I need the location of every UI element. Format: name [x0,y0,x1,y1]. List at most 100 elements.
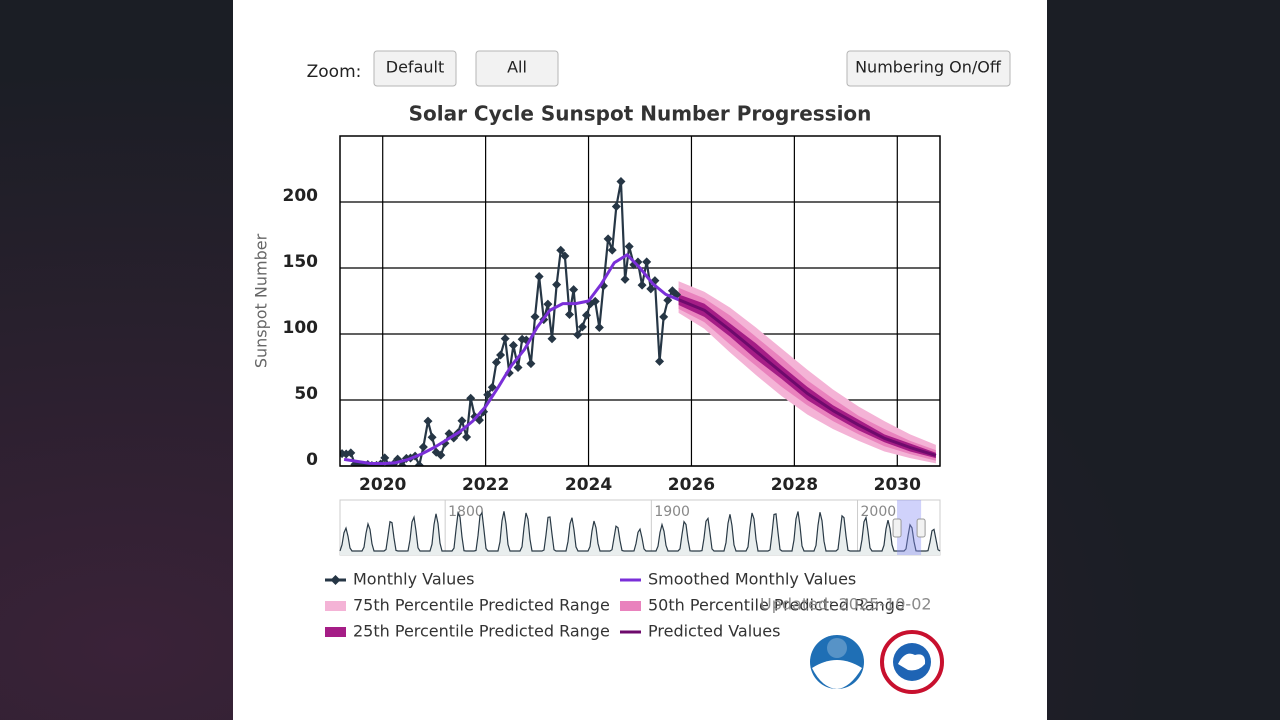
data-point [487,382,497,392]
legend-item[interactable]: Predicted Values [620,622,780,641]
legend-item[interactable]: 25th Percentile Predicted Range [325,622,610,641]
legend-swatch [620,601,641,611]
data-point [573,330,583,340]
button-label[interactable]: All [507,58,527,77]
series-line [343,253,680,466]
data-point [637,280,647,290]
series-layer [340,177,937,466]
data-point [346,448,356,458]
navigator-line [339,511,941,552]
x-tick-label: 2028 [771,475,818,495]
navigator-tick-label: 1900 [654,504,690,520]
data-point [655,356,665,366]
nws-logo [880,630,944,694]
data-point [423,416,433,426]
x-tick-label: 2030 [874,475,921,495]
x-tick-label: 2022 [462,475,509,495]
data-point [642,257,652,267]
data-point [620,274,630,284]
data-point [496,350,506,360]
data-point [534,271,544,281]
data-point [414,460,424,466]
data-point [457,416,467,426]
data-point [513,363,523,373]
data-point [569,285,579,295]
legend-item[interactable]: Monthly Values [325,570,474,589]
legend-swatch [325,627,346,637]
button[interactable]: Default [373,50,457,87]
data-point [418,442,428,452]
data-point [552,280,562,290]
plot-frame [339,135,941,467]
zoom-label: Zoom: [307,62,362,82]
button[interactable]: All [475,50,559,87]
data-point [462,432,472,442]
data-point [565,309,575,319]
logo-bird [827,638,847,658]
legend-item[interactable]: 75th Percentile Predicted Range [325,596,610,615]
y-tick-label: 200 [283,186,319,206]
data-point [663,295,673,305]
button[interactable]: Numbering On/Off [846,50,1011,87]
legend: Monthly Values Smoothed Monthly Values 75t… [325,570,905,641]
navigator-area [340,511,940,555]
data-point [543,299,553,309]
logo-cloud [898,653,926,671]
legend-label: Monthly Values [353,570,474,589]
data-point [581,310,591,320]
data-point [594,323,604,333]
data-point [590,296,600,306]
data-point [436,450,446,460]
x-tick-label: 2024 [565,475,612,495]
navigator: 1800 1900 2000 [339,499,941,556]
navigator-handle[interactable] [916,518,926,538]
legend-item[interactable]: Smoothed Monthly Values [620,570,856,589]
data-point [491,357,501,367]
data-point [526,359,536,369]
legend-label: 75th Percentile Predicted Range [353,596,610,615]
legend-item[interactable]: 50th Percentile Predicted Range [620,596,905,615]
button-label[interactable]: Default [386,58,444,77]
y-axis-label: Sunspot Number [252,233,271,368]
data-point [560,251,570,261]
data-point [530,312,540,322]
data-point [659,312,669,322]
button-box[interactable] [475,50,559,87]
y-tick-label: 50 [294,384,318,404]
data-point [624,241,634,251]
data-point [616,177,626,187]
noaa-logo [810,635,864,689]
data-point [427,432,437,442]
y-tick-label: 0 [306,450,318,470]
plot-area: 0 50 100 150 200 2020 2022 2024 2026 2028 2030 [283,135,941,495]
series-line [678,298,937,457]
y-tick-label: 150 [283,252,319,272]
percentile-band [678,294,936,459]
data-point [577,322,587,332]
legend-label: 25th Percentile Predicted Range [353,622,610,641]
x-tick-label: 2020 [359,475,406,495]
button-box[interactable] [846,50,1011,87]
data-point [611,201,621,211]
legend-label: Predicted Values [648,622,780,641]
navigator-tick-label: 2000 [861,504,897,520]
data-point [466,393,476,403]
logo-wave [812,660,862,689]
data-point [483,390,493,400]
data-point [556,245,566,255]
data-point [646,284,656,294]
legend-marker [330,575,341,585]
chart-title: Solar Cycle Sunspot Number Progression [409,102,872,126]
percentile-band [678,287,936,461]
button-box[interactable] [373,50,457,87]
data-point [500,334,510,344]
data-point [397,461,407,466]
legend-label: 50th Percentile Predicted Range [648,596,905,615]
data-point [603,234,613,244]
button-label[interactable]: Numbering On/Off [855,58,1002,77]
data-point [547,334,557,344]
navigator-tick-label: 1800 [448,504,484,520]
data-point [508,340,518,350]
navigator-handle[interactable] [892,518,902,538]
